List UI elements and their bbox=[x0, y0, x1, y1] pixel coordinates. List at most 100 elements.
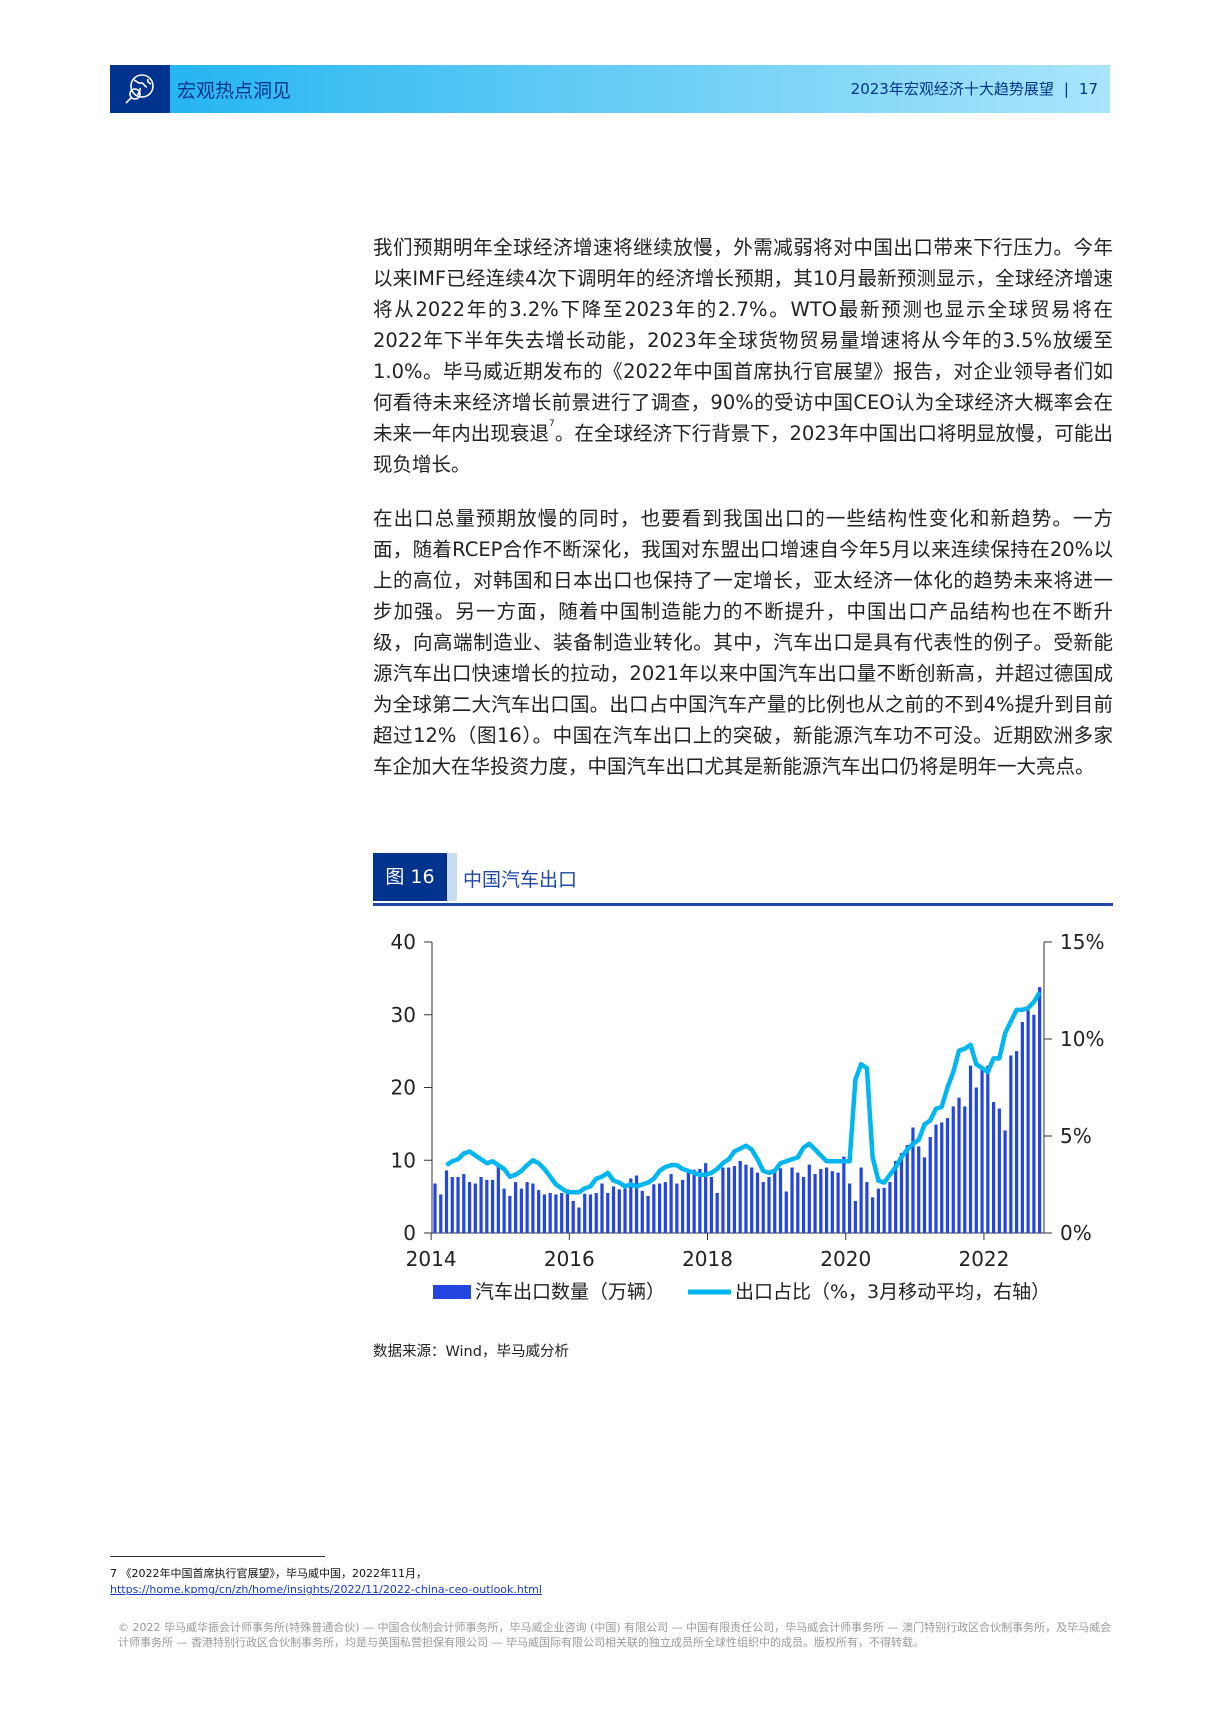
footnote-reference[interactable]: 7 bbox=[549, 419, 555, 429]
export-volume-bar bbox=[917, 1146, 921, 1233]
export-volume-bar bbox=[698, 1168, 702, 1233]
left-axis-tick-label: 30 bbox=[391, 1003, 416, 1027]
export-volume-bar bbox=[744, 1164, 748, 1233]
footnote-text: 《2022年中国首席执行官展望》，毕马威中国，2022年11月， bbox=[120, 1567, 427, 1580]
export-share-line bbox=[445, 991, 1042, 1195]
export-volume-bar bbox=[496, 1163, 500, 1233]
export-volume-bar bbox=[479, 1176, 483, 1233]
x-axis-tick-label: 2018 bbox=[682, 1247, 733, 1271]
export-volume-bar bbox=[974, 1087, 978, 1233]
export-volume-bar bbox=[767, 1176, 771, 1233]
left-axis-tick-label: 10 bbox=[391, 1148, 416, 1172]
export-volume-bar bbox=[778, 1168, 783, 1233]
figure-number: 图 16 bbox=[373, 853, 447, 901]
section-title: 宏观热点洞见 bbox=[177, 80, 292, 102]
export-volume-bar bbox=[548, 1192, 552, 1233]
export-volume-bar bbox=[899, 1152, 904, 1233]
legend-swatch-bar bbox=[433, 1285, 471, 1299]
export-volume-bar bbox=[790, 1167, 794, 1233]
export-volume-bar bbox=[571, 1200, 575, 1233]
export-volume-bar bbox=[830, 1171, 834, 1233]
export-volume-bar bbox=[824, 1167, 829, 1233]
export-volume-bar bbox=[646, 1195, 650, 1233]
export-volume-bar bbox=[715, 1192, 719, 1233]
data-source: 数据来源：Wind，毕马威分析 bbox=[373, 1344, 569, 1360]
export-volume-bar bbox=[755, 1172, 760, 1233]
export-volume-bar bbox=[813, 1174, 817, 1233]
export-volume-bar bbox=[888, 1182, 892, 1233]
page-number: 17 bbox=[1078, 80, 1098, 98]
right-axis-tick-label: 10% bbox=[1060, 1027, 1104, 1051]
export-volume-bar bbox=[997, 1108, 1001, 1233]
export-volume-bar bbox=[934, 1124, 938, 1233]
paragraph-2: 在出口总量预期放慢的同时，也要看到我国出口的一些结构性变化和新趋势。一方面，随着… bbox=[373, 507, 1113, 778]
export-volume-bar bbox=[686, 1172, 690, 1233]
export-volume-bar bbox=[882, 1187, 886, 1233]
export-volume-bar bbox=[456, 1176, 460, 1233]
export-volume-bar bbox=[945, 1118, 950, 1233]
export-volume-bar bbox=[836, 1172, 840, 1233]
export-volume-bar bbox=[928, 1136, 932, 1233]
export-volume-bar bbox=[600, 1183, 604, 1233]
export-volume-bar bbox=[606, 1192, 610, 1233]
export-volume-bar bbox=[922, 1157, 927, 1233]
separator: | bbox=[1063, 80, 1069, 98]
export-volume-bar bbox=[531, 1183, 535, 1233]
export-volume-bar bbox=[807, 1164, 811, 1233]
left-axis-tick-label: 0 bbox=[403, 1221, 416, 1245]
export-volume-bar bbox=[968, 1065, 973, 1233]
footnote-link[interactable]: https://home.kpmg/cn/zh/home/insights/20… bbox=[110, 1583, 542, 1596]
export-volume-bar bbox=[1020, 1022, 1024, 1233]
export-volume-bar bbox=[537, 1190, 541, 1233]
export-volume-bar bbox=[652, 1184, 656, 1233]
export-volume-bar bbox=[801, 1176, 806, 1233]
export-volume-bar bbox=[1026, 1010, 1030, 1233]
figure-header: 图 16 中国汽车出口 bbox=[373, 853, 1113, 906]
export-volume-bar bbox=[640, 1190, 644, 1233]
footnote-number: 7 bbox=[110, 1567, 117, 1580]
export-volume-bar bbox=[704, 1163, 708, 1233]
globe-magnifier-icon bbox=[110, 65, 170, 113]
footnote-divider bbox=[110, 1556, 325, 1557]
export-volume-bar bbox=[519, 1188, 523, 1233]
export-volume-bar bbox=[738, 1160, 742, 1233]
figure-header-accent bbox=[447, 853, 457, 901]
report-title-pagination: 2023年宏观经济十大趋势展望 | 17 bbox=[851, 78, 1098, 99]
export-volume-bar bbox=[894, 1160, 898, 1233]
export-volume-bar bbox=[473, 1183, 477, 1233]
export-volume-bar bbox=[634, 1175, 639, 1233]
export-volume-bar bbox=[865, 1182, 869, 1233]
export-volume-bar bbox=[617, 1189, 621, 1233]
legend-label-bar: 汽车出口数量（万辆） bbox=[475, 1281, 665, 1303]
export-volume-bar bbox=[577, 1207, 581, 1233]
left-axis-tick-label: 40 bbox=[391, 930, 416, 954]
export-volume-bar bbox=[629, 1178, 633, 1233]
export-volume-bar bbox=[1009, 1055, 1013, 1233]
page-header-band: 宏观热点洞见 2023年宏观经济十大趋势展望 | 17 bbox=[110, 65, 1110, 113]
export-volume-bar bbox=[876, 1188, 881, 1233]
left-axis-tick-label: 20 bbox=[391, 1076, 416, 1100]
export-volume-bar bbox=[773, 1172, 777, 1233]
paragraph-1-tail: 。在全球经济下行背景下，2023年中国出口将明显放慢，可能出现负增长。 bbox=[373, 422, 1113, 476]
export-volume-bar bbox=[1038, 987, 1042, 1233]
export-volume-bar bbox=[986, 1065, 990, 1233]
export-volume-bar bbox=[709, 1176, 714, 1233]
export-volume-bar bbox=[467, 1182, 472, 1233]
export-volume-bar bbox=[911, 1127, 915, 1233]
export-volume-bar bbox=[669, 1174, 673, 1233]
export-volume-bar bbox=[565, 1189, 570, 1233]
export-volume-bar bbox=[611, 1186, 616, 1233]
export-volume-bar bbox=[905, 1144, 909, 1233]
x-axis-tick-label: 2014 bbox=[406, 1247, 457, 1271]
right-axis-tick-label: 15% bbox=[1060, 930, 1104, 954]
export-volume-bar bbox=[1015, 1051, 1019, 1233]
export-volume-bar bbox=[963, 1106, 967, 1233]
export-volume-bar bbox=[508, 1195, 512, 1233]
export-volume-bar bbox=[848, 1183, 852, 1233]
export-volume-bar bbox=[1032, 1014, 1036, 1233]
export-volume-bar bbox=[525, 1182, 529, 1233]
paragraph-1-text: 我们预期明年全球经济增速将继续放慢，外需减弱将对中国出口带来下行压力。今年以来I… bbox=[373, 236, 1113, 445]
export-volume-bar bbox=[439, 1194, 443, 1233]
export-volume-bar bbox=[784, 1191, 788, 1233]
